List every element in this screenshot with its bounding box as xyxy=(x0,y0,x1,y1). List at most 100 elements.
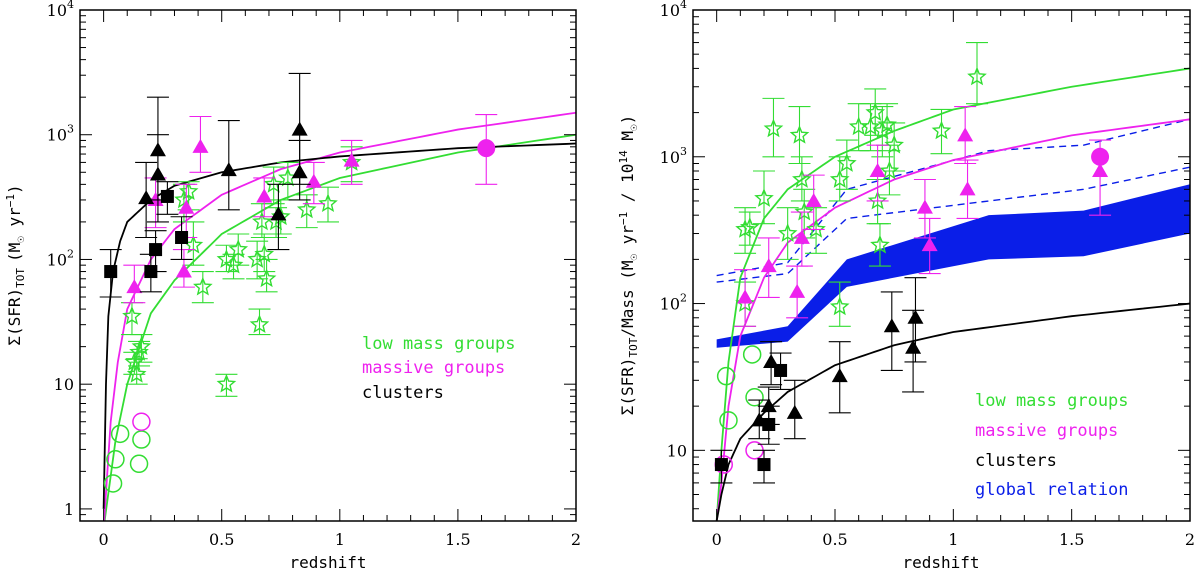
right-y-m2: M xyxy=(618,131,637,150)
y-tick-label: 103 xyxy=(47,123,74,145)
right-legend-massive: massive groups xyxy=(975,421,1118,441)
clusters-point xyxy=(831,368,848,383)
low-mass-groups-point xyxy=(247,249,267,268)
y-tick-label: 104 xyxy=(660,0,687,20)
clusters-squares-point xyxy=(774,363,788,377)
right-legend-global: global relation xyxy=(975,480,1129,500)
global-relation-dashed-upper xyxy=(716,118,1190,277)
right-y-sun2: ☉ xyxy=(627,124,640,131)
x-tick-label: 1.5 xyxy=(445,530,470,549)
low-mass-groups-z-0-point xyxy=(742,345,762,364)
low-mass-groups-point xyxy=(872,120,893,140)
low-mass-groups-point xyxy=(228,239,249,258)
low-mass-groups-point xyxy=(877,114,897,134)
low-mass-groups-point xyxy=(967,66,987,86)
y-tick-label: 10 xyxy=(667,441,687,460)
clusters-squares-point xyxy=(104,265,118,279)
x-tick-label: 2 xyxy=(1185,530,1195,549)
low-mass-groups-point xyxy=(884,134,904,154)
low-mass-groups-point xyxy=(249,314,270,334)
left-y-unit: (M xyxy=(5,243,24,262)
low-mass-groups-z-0-point xyxy=(103,474,123,493)
low-mass-groups-point xyxy=(792,169,812,188)
clusters-point xyxy=(220,162,237,177)
low-mass-groups-point xyxy=(223,254,244,274)
massive-groups-point xyxy=(175,263,192,278)
clusters-point xyxy=(883,318,900,333)
right-y-slash: / 10 xyxy=(618,164,637,212)
massive-groups-point xyxy=(343,152,360,167)
right-y-main: Σ(SFR) xyxy=(618,357,637,415)
right-legend-low-mass: low mass groups xyxy=(975,391,1129,411)
left-y-main: Σ(SFR) xyxy=(5,288,24,346)
low-mass-groups-point xyxy=(256,268,277,288)
massive-groups-point xyxy=(305,173,322,188)
low-mass-groups-point xyxy=(837,153,857,172)
low-mass-groups-point xyxy=(865,102,886,121)
left-plot-area xyxy=(99,72,576,521)
clusters-squares-point xyxy=(714,458,728,472)
low-mass-groups-point xyxy=(263,174,284,193)
fit-curve-low-mass-groups xyxy=(103,133,576,521)
right-x-axis-label: redshift xyxy=(902,553,979,572)
low-mass-groups-point xyxy=(931,120,952,140)
low-mass-groups-point xyxy=(789,124,810,144)
low-mass-groups-z-0-point xyxy=(129,454,149,474)
massive-groups-point xyxy=(921,237,938,252)
x-tick-label: 1 xyxy=(335,530,345,549)
y-tick-label: 102 xyxy=(660,292,687,314)
left-axis-ticks: 0 0.5 1 1.5 2 1 10 102 103 104 xyxy=(47,0,581,549)
massive-groups-point xyxy=(957,127,974,142)
clusters-point xyxy=(138,190,155,205)
clusters-squares-point xyxy=(160,189,174,203)
massive-groups-point xyxy=(916,199,933,214)
clusters-point xyxy=(760,398,777,413)
y-tick-label: 10 xyxy=(54,375,74,394)
x-tick-label: 1.5 xyxy=(1059,530,1084,549)
massive-groups-point xyxy=(760,258,777,273)
low-mass-groups-point xyxy=(806,219,826,238)
x-tick-label: 2 xyxy=(571,530,581,549)
low-mass-groups-point xyxy=(777,223,798,242)
right-y-exp1: −1 xyxy=(617,212,630,225)
left-clipped-marks xyxy=(99,72,576,521)
massive-groups-point xyxy=(959,181,976,196)
low-mass-groups-point xyxy=(126,363,147,383)
low-mass-groups-point xyxy=(794,201,815,221)
massive-groups-z-1-62-point xyxy=(1091,147,1110,166)
left-y-unit-sun: ☉ xyxy=(14,236,27,243)
left-y-exp: −1 xyxy=(4,194,17,207)
right-y-sub: TOT xyxy=(627,337,640,357)
x-tick-label: 1 xyxy=(948,530,958,549)
low-mass-groups-z-0-point xyxy=(716,366,736,386)
low-mass-groups-point xyxy=(829,296,850,316)
fit-curve-low-mass-groups xyxy=(715,67,1190,521)
massive-groups-point xyxy=(737,289,754,304)
left-legend-clusters: clusters xyxy=(362,383,444,403)
fit-curve-massive-groups xyxy=(715,118,1190,521)
right-y-axis-label: Σ(SFR)TOT/Mass (M☉ yr−1 / 1014 M☉) xyxy=(617,115,640,415)
right-y-mid: /Mass (M xyxy=(618,261,637,338)
right-y-sun1: ☉ xyxy=(627,254,640,261)
low-mass-groups-point xyxy=(318,193,338,213)
right-y-exp2: 14 xyxy=(617,150,630,164)
low-mass-groups-z-0-point xyxy=(106,450,125,469)
low-mass-groups-point xyxy=(829,169,850,188)
low-mass-groups-point xyxy=(174,189,194,209)
low-mass-groups-z-0-point xyxy=(110,424,130,444)
fit-curve-clusters xyxy=(102,142,576,509)
massive-groups-point xyxy=(126,279,143,294)
low-mass-groups-point xyxy=(178,181,199,200)
massive-groups-z-0-point xyxy=(132,412,151,431)
massive-groups-point xyxy=(256,188,273,203)
fit-curve-clusters xyxy=(715,302,1190,521)
x-tick-label: 0 xyxy=(99,530,109,549)
clusters-point xyxy=(149,166,166,181)
right-legend-clusters: clusters xyxy=(975,451,1057,471)
clusters-squares-point xyxy=(762,417,776,431)
left-y-sub: TOT xyxy=(14,268,27,288)
low-mass-groups-z-0-point xyxy=(745,387,764,407)
left-x-axis-label: redshift xyxy=(289,553,366,572)
